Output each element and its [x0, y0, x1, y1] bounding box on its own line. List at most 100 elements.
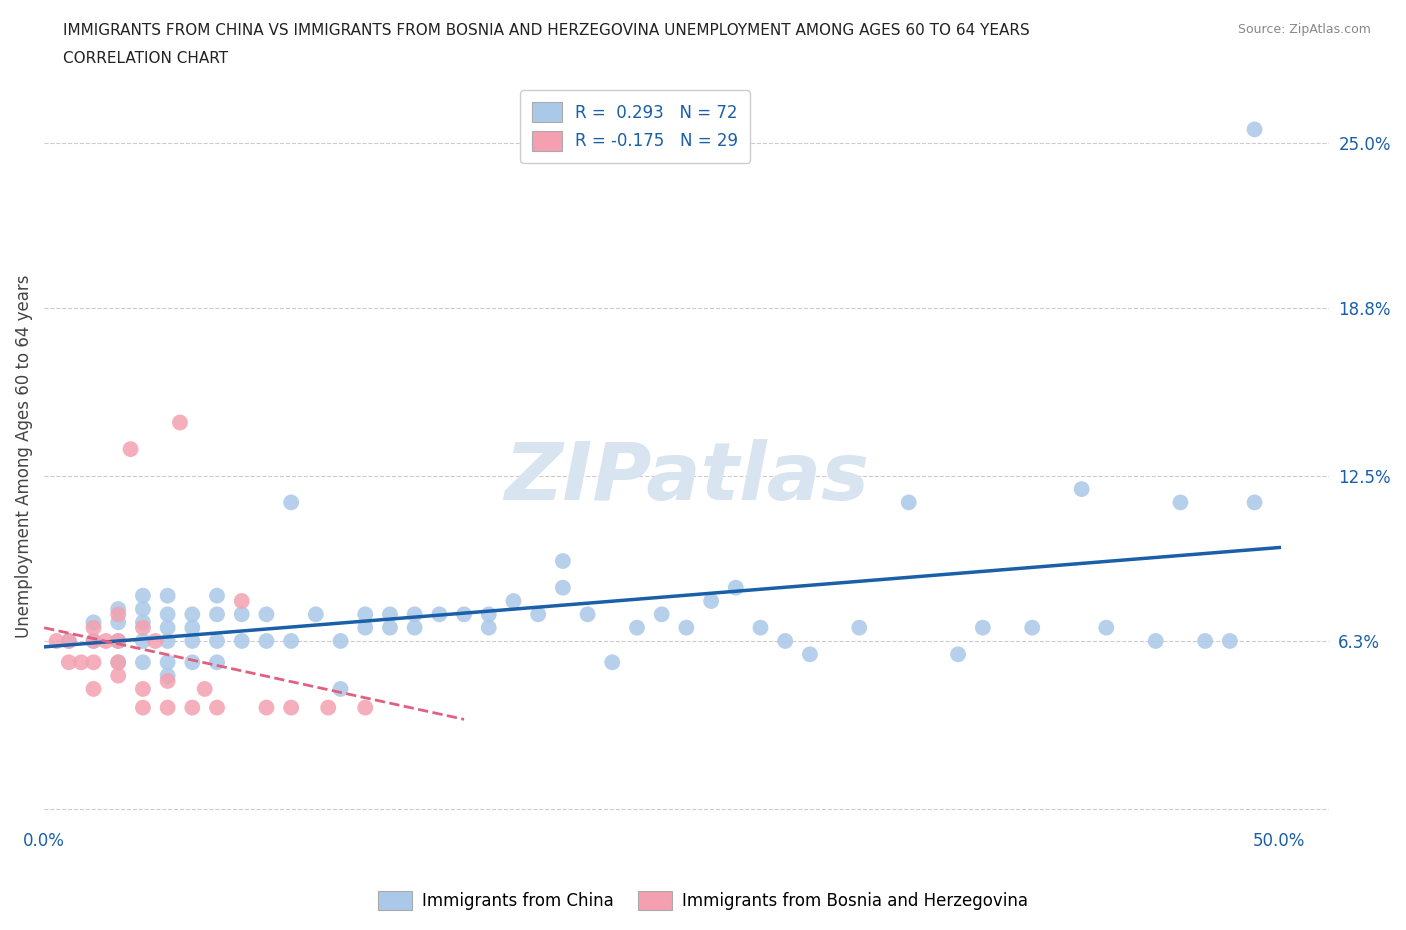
Point	[946, 647, 969, 662]
Point	[1021, 620, 1043, 635]
Point	[132, 633, 155, 648]
Point	[897, 495, 920, 510]
Point	[156, 668, 179, 683]
Point	[231, 633, 253, 648]
Point	[107, 633, 129, 648]
Text: Source: ZipAtlas.com: Source: ZipAtlas.com	[1237, 23, 1371, 36]
Point	[83, 655, 105, 670]
Point	[651, 607, 673, 622]
Point	[231, 607, 253, 622]
Point	[527, 607, 550, 622]
Point	[120, 442, 142, 457]
Point	[83, 682, 105, 697]
Legend: Immigrants from China, Immigrants from Bosnia and Herzegovina: Immigrants from China, Immigrants from B…	[371, 884, 1035, 917]
Point	[972, 620, 994, 635]
Point	[58, 633, 80, 648]
Point	[1070, 482, 1092, 497]
Point	[132, 655, 155, 670]
Point	[1194, 633, 1216, 648]
Point	[107, 655, 129, 670]
Point	[280, 633, 302, 648]
Point	[94, 633, 117, 648]
Point	[799, 647, 821, 662]
Point	[254, 607, 277, 622]
Point	[1144, 633, 1167, 648]
Point	[107, 607, 129, 622]
Point	[773, 633, 796, 648]
Point	[58, 655, 80, 670]
Point	[502, 593, 524, 608]
Point	[675, 620, 697, 635]
Point	[551, 553, 574, 568]
Point	[404, 607, 426, 622]
Point	[205, 589, 228, 604]
Point	[600, 655, 623, 670]
Point	[724, 580, 747, 595]
Point	[83, 615, 105, 630]
Point	[354, 607, 377, 622]
Point	[156, 620, 179, 635]
Point	[132, 602, 155, 617]
Point	[576, 607, 599, 622]
Point	[1243, 122, 1265, 137]
Point	[156, 589, 179, 604]
Point	[280, 700, 302, 715]
Legend: R =  0.293   N = 72, R = -0.175   N = 29: R = 0.293 N = 72, R = -0.175 N = 29	[520, 90, 749, 163]
Point	[700, 593, 723, 608]
Point	[107, 633, 129, 648]
Point	[83, 633, 105, 648]
Point	[181, 700, 204, 715]
Point	[107, 615, 129, 630]
Point	[404, 620, 426, 635]
Point	[1243, 495, 1265, 510]
Point	[156, 633, 179, 648]
Point	[378, 607, 401, 622]
Point	[169, 415, 191, 430]
Point	[132, 700, 155, 715]
Point	[132, 589, 155, 604]
Point	[181, 607, 204, 622]
Point	[254, 633, 277, 648]
Point	[1219, 633, 1241, 648]
Point	[316, 700, 339, 715]
Text: CORRELATION CHART: CORRELATION CHART	[63, 51, 228, 66]
Point	[354, 620, 377, 635]
Point	[83, 620, 105, 635]
Point	[205, 655, 228, 670]
Point	[143, 633, 166, 648]
Point	[83, 633, 105, 648]
Point	[70, 655, 93, 670]
Point	[181, 633, 204, 648]
Point	[305, 607, 328, 622]
Point	[45, 633, 67, 648]
Point	[254, 700, 277, 715]
Point	[626, 620, 648, 635]
Point	[551, 580, 574, 595]
Point	[427, 607, 450, 622]
Point	[280, 495, 302, 510]
Point	[848, 620, 870, 635]
Point	[107, 668, 129, 683]
Point	[329, 633, 352, 648]
Point	[181, 620, 204, 635]
Point	[329, 682, 352, 697]
Text: IMMIGRANTS FROM CHINA VS IMMIGRANTS FROM BOSNIA AND HERZEGOVINA UNEMPLOYMENT AMO: IMMIGRANTS FROM CHINA VS IMMIGRANTS FROM…	[63, 23, 1031, 38]
Point	[1170, 495, 1192, 510]
Point	[205, 607, 228, 622]
Point	[156, 607, 179, 622]
Point	[205, 700, 228, 715]
Point	[194, 682, 217, 697]
Point	[58, 633, 80, 648]
Point	[354, 700, 377, 715]
Point	[132, 615, 155, 630]
Point	[453, 607, 475, 622]
Point	[1095, 620, 1118, 635]
Point	[156, 655, 179, 670]
Point	[749, 620, 772, 635]
Point	[156, 700, 179, 715]
Text: ZIPatlas: ZIPatlas	[503, 439, 869, 517]
Point	[107, 602, 129, 617]
Y-axis label: Unemployment Among Ages 60 to 64 years: Unemployment Among Ages 60 to 64 years	[15, 274, 32, 638]
Point	[107, 655, 129, 670]
Point	[205, 633, 228, 648]
